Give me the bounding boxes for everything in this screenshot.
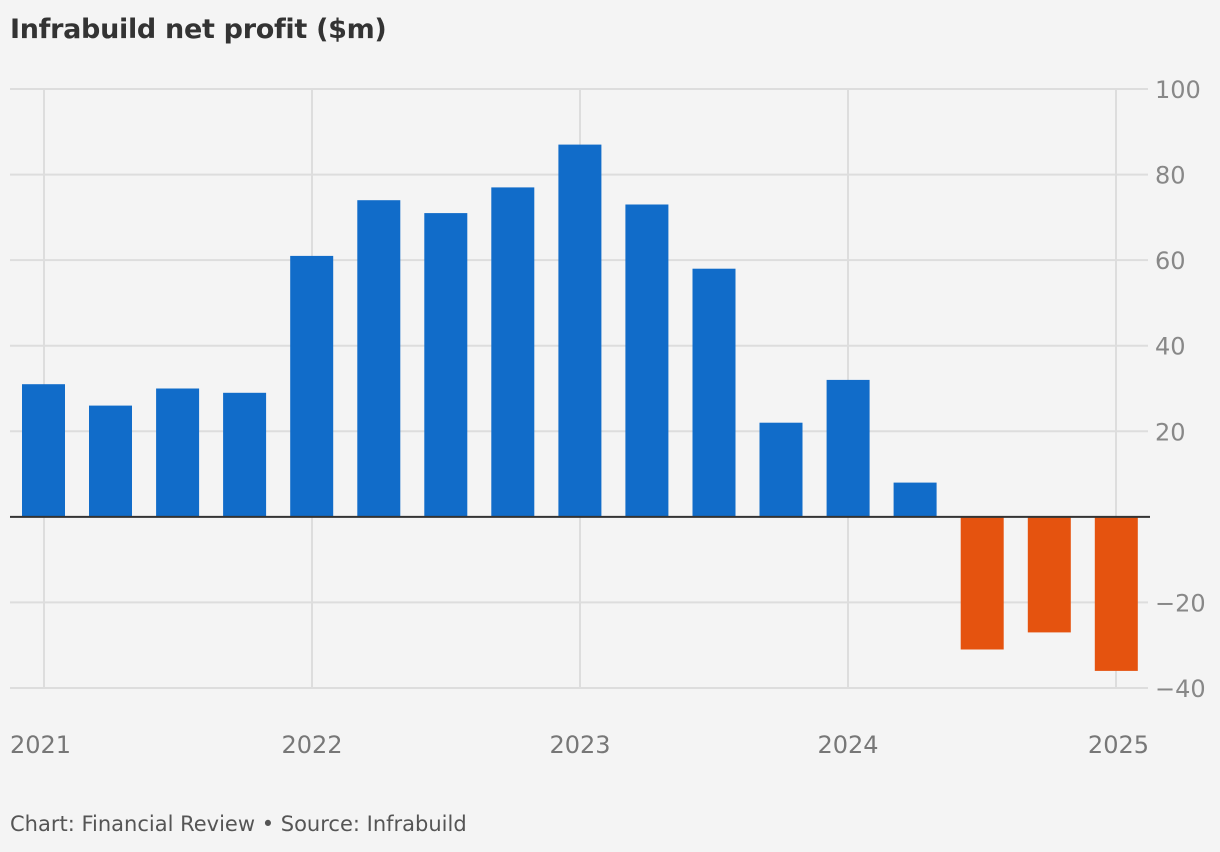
bar-9 bbox=[625, 204, 669, 517]
bar-8 bbox=[558, 144, 602, 517]
y-tick-label-2: 60 bbox=[1155, 247, 1186, 275]
y-tick-label-4: 20 bbox=[1155, 418, 1186, 446]
y-tick-label-1: 80 bbox=[1155, 162, 1186, 190]
bar-1 bbox=[89, 405, 132, 517]
bar-15 bbox=[1027, 516, 1071, 633]
x-tick-label-1: 2022 bbox=[281, 731, 342, 759]
x-axis-labels: 2021 2022 2023 2024 2025 bbox=[10, 731, 1149, 759]
x-tick-label-4: 2025 bbox=[1088, 731, 1149, 759]
y-tick-label-6: −40 bbox=[1155, 675, 1206, 703]
bar-4 bbox=[290, 255, 334, 517]
x-tick-label-2: 2023 bbox=[549, 731, 610, 759]
bar-0 bbox=[22, 384, 65, 517]
bar-3 bbox=[223, 392, 267, 517]
x-tick-label-0: 2021 bbox=[10, 731, 71, 759]
y-tick-label-0: 100 bbox=[1155, 76, 1201, 104]
bar-11 bbox=[759, 422, 803, 517]
bars bbox=[22, 144, 1138, 671]
bar-5 bbox=[357, 200, 401, 517]
bar-13 bbox=[893, 482, 937, 517]
chart-title: Infrabuild net profit ($m) bbox=[10, 14, 387, 45]
bar-6 bbox=[424, 213, 468, 517]
bar-16 bbox=[1094, 516, 1138, 671]
y-tick-label-3: 40 bbox=[1155, 333, 1186, 361]
bar-7 bbox=[491, 187, 535, 517]
bar-14 bbox=[960, 516, 1004, 650]
bar-2 bbox=[156, 388, 200, 517]
bar-12 bbox=[826, 379, 870, 517]
y-tick-label-5: −20 bbox=[1155, 589, 1206, 617]
x-tick-label-3: 2024 bbox=[817, 731, 878, 759]
y-axis-labels: 100 80 60 40 20 −20 −40 bbox=[1155, 76, 1206, 703]
bar-10 bbox=[692, 268, 736, 517]
chart-source-note: Chart: Financial Review • Source: Infrab… bbox=[10, 812, 467, 836]
